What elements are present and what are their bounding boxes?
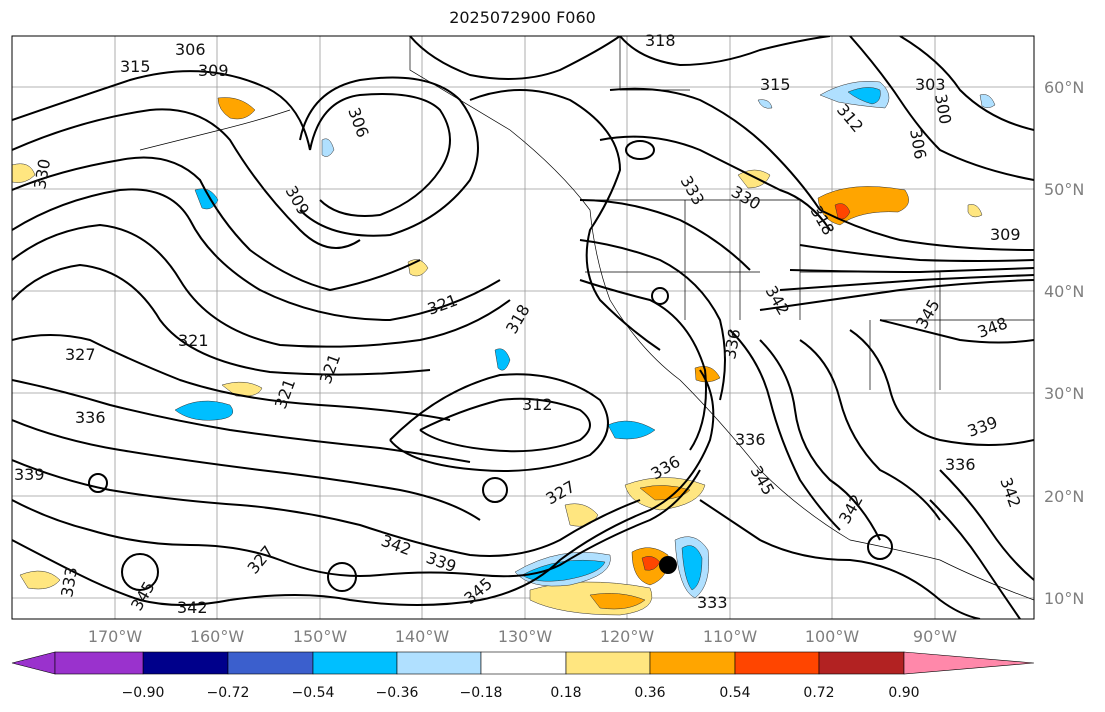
blue-patch-storm-east <box>681 545 703 591</box>
yellow-patch-south <box>564 503 599 527</box>
colorbar-tick: −0.90 <box>122 685 165 701</box>
lat-label-40n: 40°N <box>1044 282 1084 301</box>
contour-label: 336 <box>945 455 976 474</box>
contour-label: 336 <box>75 408 106 427</box>
lat-label-60n: 60°N <box>1044 78 1084 97</box>
lat-label-20n: 20°N <box>1044 487 1084 506</box>
colorbar-segment-0b <box>54 651 144 675</box>
colorbar-segment-2 <box>227 651 314 675</box>
orange-patch-gulf <box>217 97 256 120</box>
colorbar-tick: −0.72 <box>207 685 250 701</box>
colorbar-segment-5 <box>480 651 567 675</box>
colorbar-segment-7 <box>649 651 736 675</box>
contour-label: 303 <box>915 75 946 94</box>
colorbar-segment-3 <box>312 651 398 675</box>
blue-patch-mid <box>494 348 511 371</box>
colorbar-segment-0 <box>11 651 56 675</box>
colorbar-tick: 0.54 <box>719 685 750 701</box>
blue-patch-east <box>979 94 996 108</box>
colorbar-tick: 0.18 <box>550 685 581 701</box>
lon-label-170w: 170°W <box>88 627 143 646</box>
contour-label: 312 <box>522 395 553 414</box>
colorbar-tick: −0.36 <box>376 685 419 701</box>
latitude-labels: 60°N 50°N 40°N 30°N 20°N 10°N <box>1044 78 1084 608</box>
lat-label-30n: 30°N <box>1044 384 1084 403</box>
colorbar-tick: 0.36 <box>634 685 665 701</box>
colorbar <box>11 651 1035 675</box>
lon-label-100w: 100°W <box>805 627 860 646</box>
shaded-anomalies <box>12 81 996 616</box>
yellow-patch-east-us <box>967 204 983 218</box>
yellow-patch-nw <box>12 163 36 183</box>
colorbar-segment-9 <box>818 651 905 675</box>
contour-label: 315 <box>120 57 151 76</box>
contour-label: 309 <box>198 61 229 80</box>
blue-patch-alaska-core <box>847 87 881 105</box>
contour-label: 339 <box>14 465 45 484</box>
map-frame <box>11 35 1035 620</box>
colorbar-tick: 0.90 <box>888 685 919 701</box>
lon-label-120w: 120°W <box>600 627 655 646</box>
contour-label: 321 <box>178 331 209 350</box>
colorbar-segment-10 <box>903 651 1035 675</box>
contour-label: 318 <box>645 31 676 50</box>
contour-label: 309 <box>990 225 1021 244</box>
contour-label: 333 <box>697 593 728 612</box>
colorbar-tick: 0.72 <box>803 685 834 701</box>
colorbar-segment-8 <box>734 651 820 675</box>
lon-label-140w: 140°W <box>395 627 450 646</box>
lon-label-90w: 90°W <box>913 627 957 646</box>
lat-label-10n: 10°N <box>1044 589 1084 608</box>
closed-contours <box>88 140 893 592</box>
orange-patch-tropic <box>589 593 646 610</box>
colorbar-tick: −0.18 <box>460 685 503 701</box>
contour-label: 315 <box>760 75 791 94</box>
blue-patch-aleutian <box>174 400 234 421</box>
colorbar-ticks: −0.90 −0.72 −0.54 −0.36 −0.18 0.18 0.36 … <box>122 685 920 701</box>
isentrope-contours <box>12 36 1034 619</box>
lon-label-110w: 110°W <box>703 627 758 646</box>
lon-label-150w: 150°W <box>293 627 348 646</box>
blue-patch-canada-small <box>757 99 773 109</box>
colorbar-tick: −0.54 <box>292 685 335 701</box>
storm-marker <box>659 556 677 574</box>
colorbar-segment-4 <box>396 651 482 675</box>
coastlines-borders <box>139 36 1034 601</box>
lon-label-130w: 130°W <box>498 627 553 646</box>
page-title: 2025072900 F060 <box>449 8 596 27</box>
contour-label: 336 <box>735 430 766 449</box>
colorbar-segment-1 <box>142 651 229 675</box>
map-panel <box>12 36 1034 619</box>
blue-patch-baja <box>607 420 656 440</box>
lon-label-160w: 160°W <box>190 627 245 646</box>
yellow-patch-bc <box>737 169 771 189</box>
longitude-labels: 170°W 160°W 150°W 140°W 130°W 120°W 110°… <box>88 627 957 646</box>
yellow-patch-sw <box>19 570 61 590</box>
colorbar-segment-6 <box>565 651 651 675</box>
contour-label: 342 <box>177 598 208 617</box>
lat-label-50n: 50°N <box>1044 180 1084 199</box>
contour-label: 327 <box>65 345 96 364</box>
contour-label: 306 <box>175 40 206 59</box>
blue-patch-island <box>321 138 335 157</box>
